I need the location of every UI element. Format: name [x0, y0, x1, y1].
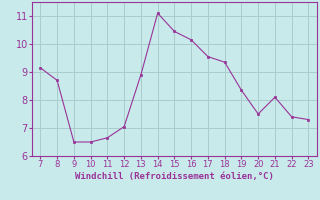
X-axis label: Windchill (Refroidissement éolien,°C): Windchill (Refroidissement éolien,°C)	[75, 172, 274, 181]
